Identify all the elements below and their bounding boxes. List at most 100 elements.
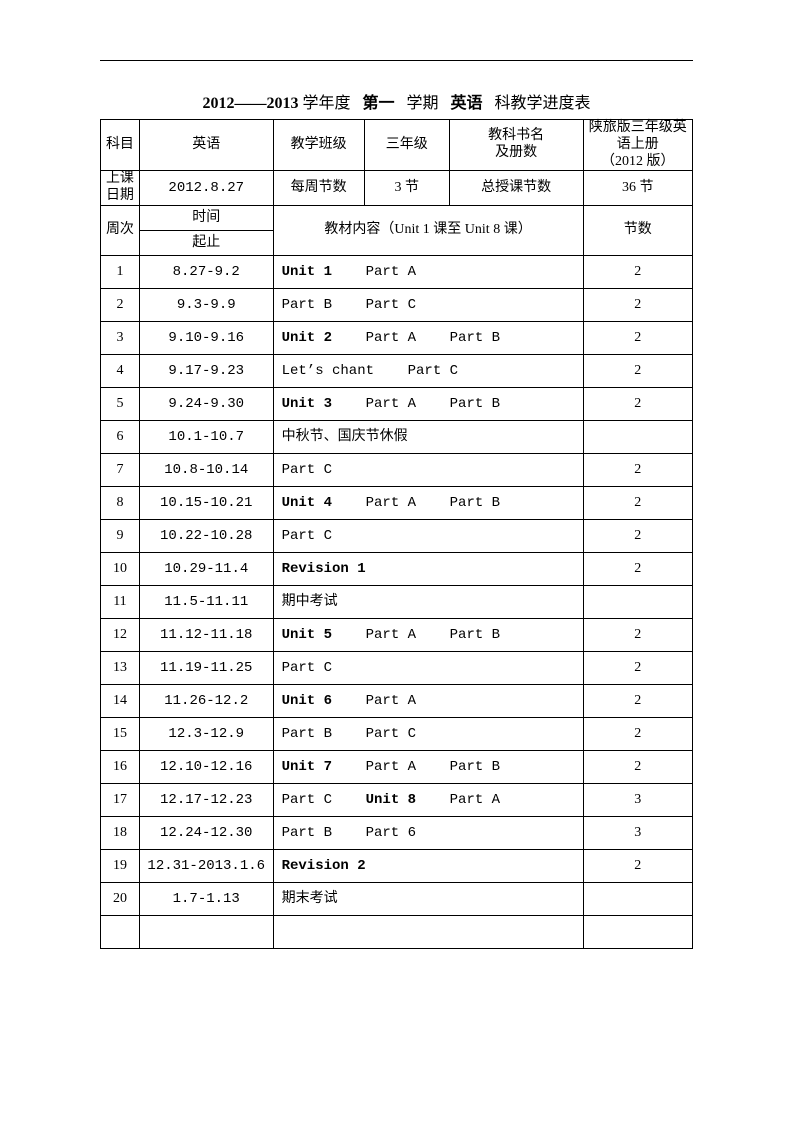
week-content xyxy=(273,915,583,948)
perweek-label: 每周节数 xyxy=(273,171,364,206)
week-count: 2 xyxy=(583,750,692,783)
week-content: Part B Part 6 xyxy=(273,816,583,849)
week-content: Revision 2 xyxy=(273,849,583,882)
table-row: 1010.29-11.4Revision 12 xyxy=(101,552,693,585)
week-content: Unit 5 Part A Part B xyxy=(273,618,583,651)
week-dates: 10.22-10.28 xyxy=(139,519,273,552)
week-dates: 9.3-9.9 xyxy=(139,288,273,321)
startdate-label: 上课 日期 xyxy=(101,171,140,206)
week-count: 2 xyxy=(583,717,692,750)
week-dates: 12.31-2013.1.6 xyxy=(139,849,273,882)
week-number: 20 xyxy=(101,882,140,915)
week-dates: 9.17-9.23 xyxy=(139,354,273,387)
week-count xyxy=(583,882,692,915)
week-dates: 12.3-12.9 xyxy=(139,717,273,750)
week-number: 1 xyxy=(101,255,140,288)
week-content: 中秋节、国庆节休假 xyxy=(273,420,583,453)
week-content: Let’s chant Part C xyxy=(273,354,583,387)
table-row: 910.22-10.28Part C2 xyxy=(101,519,693,552)
table-row: 1512.3-12.9Part B Part C2 xyxy=(101,717,693,750)
top-rule xyxy=(100,60,693,61)
perweek-value: 3 节 xyxy=(364,171,449,206)
total-label: 总授课节数 xyxy=(449,171,583,206)
week-number: 17 xyxy=(101,783,140,816)
table-row: 1812.24-12.30Part B Part 63 xyxy=(101,816,693,849)
week-content: 期中考试 xyxy=(273,585,583,618)
week-dates: 1.7-1.13 xyxy=(139,882,273,915)
table-row: 18.27-9.2Unit 1 Part A2 xyxy=(101,255,693,288)
week-count: 2 xyxy=(583,849,692,882)
week-dates: 10.29-11.4 xyxy=(139,552,273,585)
week-count: 2 xyxy=(583,321,692,354)
count-label: 节数 xyxy=(583,205,692,255)
title-year: 2012——2013 xyxy=(202,95,298,112)
week-number: 13 xyxy=(101,651,140,684)
table-row: 1311.19-11.25Part C2 xyxy=(101,651,693,684)
week-dates: 12.10-12.16 xyxy=(139,750,273,783)
header-row-1: 科目 英语 教学班级 三年级 教科书名 及册数 陕旅版三年级英语上册 （2012… xyxy=(101,120,693,171)
week-dates: 11.5-11.11 xyxy=(139,585,273,618)
table-row: 710.8-10.14Part C2 xyxy=(101,453,693,486)
week-number xyxy=(101,915,140,948)
time-label: 时间 xyxy=(139,205,273,230)
week-dates: 12.17-12.23 xyxy=(139,783,273,816)
week-number: 7 xyxy=(101,453,140,486)
week-content: Part C xyxy=(273,453,583,486)
table-row: 29.3-9.9Part B Part C2 xyxy=(101,288,693,321)
textbook-value: 陕旅版三年级英语上册 （2012 版） xyxy=(583,120,692,171)
week-dates: 10.15-10.21 xyxy=(139,486,273,519)
table-row: 1612.10-12.16Unit 7 Part A Part B2 xyxy=(101,750,693,783)
week-count: 2 xyxy=(583,453,692,486)
table-row: 59.24-9.30Unit 3 Part A Part B2 xyxy=(101,387,693,420)
week-dates: 9.10-9.16 xyxy=(139,321,273,354)
table-row: 1211.12-11.18Unit 5 Part A Part B2 xyxy=(101,618,693,651)
content-label: 教材内容（Unit 1 课至 Unit 8 课） xyxy=(273,205,583,255)
title-subject: 英语 xyxy=(451,95,483,112)
title-tail: 科教学进度表 xyxy=(495,95,591,112)
week-number: 10 xyxy=(101,552,140,585)
week-number: 11 xyxy=(101,585,140,618)
week-content: Part C xyxy=(273,651,583,684)
week-count: 2 xyxy=(583,288,692,321)
week-count: 3 xyxy=(583,816,692,849)
week-dates: 11.26-12.2 xyxy=(139,684,273,717)
week-number: 4 xyxy=(101,354,140,387)
page-title: 2012——2013 学年度 第一 学期 英语 科教学进度表 xyxy=(100,89,693,113)
week-count xyxy=(583,420,692,453)
week-number: 19 xyxy=(101,849,140,882)
week-number: 15 xyxy=(101,717,140,750)
week-content: Revision 1 xyxy=(273,552,583,585)
schedule-table: 科目 英语 教学班级 三年级 教科书名 及册数 陕旅版三年级英语上册 （2012… xyxy=(100,119,693,949)
week-count: 2 xyxy=(583,255,692,288)
title-year-suffix: 学年度 xyxy=(302,95,350,112)
week-content: Unit 2 Part A Part B xyxy=(273,321,583,354)
week-dates: 10.1-10.7 xyxy=(139,420,273,453)
header-row-3a: 周次 时间 教材内容（Unit 1 课至 Unit 8 课） 节数 xyxy=(101,205,693,230)
subject-value: 英语 xyxy=(139,120,273,171)
table-row: 201.7-1.13期末考试 xyxy=(101,882,693,915)
week-content: Part B Part C xyxy=(273,288,583,321)
week-content: Unit 3 Part A Part B xyxy=(273,387,583,420)
week-dates xyxy=(139,915,273,948)
week-count: 2 xyxy=(583,684,692,717)
week-number: 18 xyxy=(101,816,140,849)
week-dates: 11.12-11.18 xyxy=(139,618,273,651)
title-term-suffix: 学期 xyxy=(406,95,438,112)
week-dates: 9.24-9.30 xyxy=(139,387,273,420)
week-count: 2 xyxy=(583,486,692,519)
week-number: 6 xyxy=(101,420,140,453)
title-term: 第一 xyxy=(362,95,394,112)
week-number: 5 xyxy=(101,387,140,420)
page: 2012——2013 学年度 第一 学期 英语 科教学进度表 科目 英语 教学班… xyxy=(0,0,793,1122)
week-count: 2 xyxy=(583,651,692,684)
table-row: 1411.26-12.2Unit 6 Part A2 xyxy=(101,684,693,717)
table-row: 1712.17-12.23Part C Unit 8 Part A3 xyxy=(101,783,693,816)
table-row: 1912.31-2013.1.6Revision 22 xyxy=(101,849,693,882)
table-row xyxy=(101,915,693,948)
week-dates: 8.27-9.2 xyxy=(139,255,273,288)
week-content: Part C Unit 8 Part A xyxy=(273,783,583,816)
week-number: 9 xyxy=(101,519,140,552)
week-count: 2 xyxy=(583,387,692,420)
week-content: 期末考试 xyxy=(273,882,583,915)
table-row: 810.15-10.21Unit 4 Part A Part B2 xyxy=(101,486,693,519)
